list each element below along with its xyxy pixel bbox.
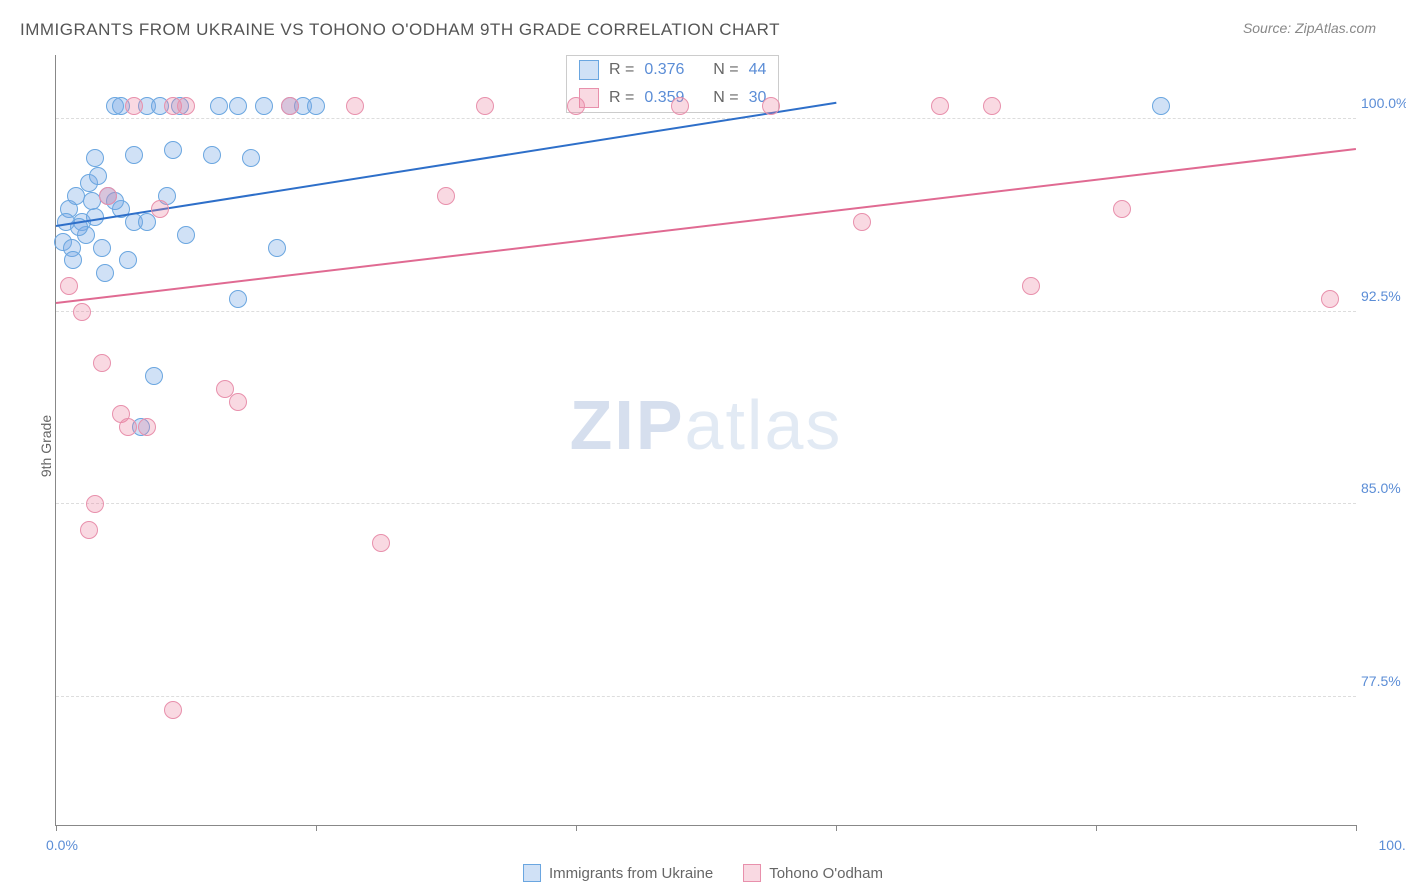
- plot-area: ZIPatlas R = 0.376 N = 44R = 0.359 N = 3…: [55, 55, 1356, 826]
- watermark-light: atlas: [685, 386, 843, 464]
- scatter-point-ukraine: [242, 149, 260, 167]
- x-tick: [56, 825, 57, 831]
- watermark-bold: ZIP: [570, 386, 685, 464]
- scatter-point-ukraine: [307, 97, 325, 115]
- gridline: [56, 503, 1356, 504]
- scatter-point-tohono: [151, 200, 169, 218]
- trend-line-tohono: [56, 148, 1356, 304]
- y-tick-label: 77.5%: [1361, 673, 1406, 689]
- scatter-point-ukraine: [1152, 97, 1170, 115]
- stat-r-value: 0.376: [644, 61, 684, 79]
- scatter-point-ukraine: [229, 290, 247, 308]
- legend-label: Tohono O'odham: [769, 865, 883, 882]
- scatter-point-ukraine: [96, 264, 114, 282]
- x-tick-label-max: 100.0%: [1379, 837, 1406, 853]
- chart-title: IMMIGRANTS FROM UKRAINE VS TOHONO O'ODHA…: [20, 20, 780, 40]
- scatter-point-ukraine: [203, 146, 221, 164]
- scatter-point-tohono: [73, 303, 91, 321]
- scatter-point-tohono: [164, 701, 182, 719]
- scatter-point-tohono: [138, 418, 156, 436]
- scatter-point-tohono: [372, 534, 390, 552]
- scatter-point-tohono: [1113, 200, 1131, 218]
- gridline: [56, 311, 1356, 312]
- scatter-point-tohono: [1022, 277, 1040, 295]
- scatter-point-ukraine: [229, 97, 247, 115]
- scatter-point-ukraine: [93, 239, 111, 257]
- scatter-point-tohono: [1321, 290, 1339, 308]
- source-prefix: Source:: [1243, 20, 1295, 36]
- scatter-point-tohono: [125, 97, 143, 115]
- scatter-point-ukraine: [89, 167, 107, 185]
- scatter-point-tohono: [177, 97, 195, 115]
- y-tick-label: 85.0%: [1361, 480, 1406, 496]
- x-tick: [1096, 825, 1097, 831]
- scatter-point-ukraine: [164, 141, 182, 159]
- scatter-point-tohono: [671, 97, 689, 115]
- stat-n-label: N =: [713, 89, 738, 107]
- stat-row-ukraine: R = 0.376 N = 44: [567, 56, 778, 84]
- scatter-point-tohono: [99, 187, 117, 205]
- scatter-point-tohono: [93, 354, 111, 372]
- scatter-point-ukraine: [255, 97, 273, 115]
- scatter-point-tohono: [119, 418, 137, 436]
- gridline: [56, 696, 1356, 697]
- scatter-point-tohono: [983, 97, 1001, 115]
- y-tick-label: 100.0%: [1361, 95, 1406, 111]
- gridline: [56, 118, 1356, 119]
- scatter-point-tohono: [437, 187, 455, 205]
- scatter-point-ukraine: [210, 97, 228, 115]
- y-axis-label: 9th Grade: [38, 415, 54, 477]
- scatter-point-tohono: [229, 393, 247, 411]
- scatter-point-tohono: [60, 277, 78, 295]
- scatter-point-ukraine: [268, 239, 286, 257]
- scatter-point-tohono: [281, 97, 299, 115]
- x-tick-label-min: 0.0%: [46, 837, 78, 853]
- scatter-point-ukraine: [64, 251, 82, 269]
- x-tick: [316, 825, 317, 831]
- scatter-point-ukraine: [145, 367, 163, 385]
- stat-swatch: [579, 60, 599, 80]
- x-tick: [1356, 825, 1357, 831]
- scatter-point-tohono: [86, 495, 104, 513]
- bottom-legend: Immigrants from Ukraine Tohono O'odham: [523, 864, 883, 882]
- watermark: ZIPatlas: [570, 385, 843, 465]
- stat-r-label: R =: [609, 89, 634, 107]
- scatter-point-tohono: [762, 97, 780, 115]
- scatter-point-tohono: [853, 213, 871, 231]
- source-label: Source: ZipAtlas.com: [1243, 20, 1376, 36]
- scatter-point-tohono: [346, 97, 364, 115]
- legend-label: Immigrants from Ukraine: [549, 865, 713, 882]
- scatter-point-tohono: [931, 97, 949, 115]
- scatter-point-tohono: [476, 97, 494, 115]
- legend-swatch: [523, 864, 541, 882]
- legend-item-ukraine: Immigrants from Ukraine: [523, 864, 713, 882]
- scatter-point-ukraine: [177, 226, 195, 244]
- scatter-point-ukraine: [119, 251, 137, 269]
- legend-swatch: [743, 864, 761, 882]
- scatter-point-tohono: [80, 521, 98, 539]
- legend-item-tohono: Tohono O'odham: [743, 864, 883, 882]
- x-tick: [576, 825, 577, 831]
- stat-r-label: R =: [609, 61, 634, 79]
- source-name: ZipAtlas.com: [1295, 20, 1376, 36]
- scatter-point-ukraine: [86, 149, 104, 167]
- stat-n-value: 44: [749, 61, 767, 79]
- stat-n-label: N =: [713, 61, 738, 79]
- y-tick-label: 92.5%: [1361, 288, 1406, 304]
- scatter-point-ukraine: [125, 146, 143, 164]
- scatter-point-tohono: [567, 97, 585, 115]
- x-tick: [836, 825, 837, 831]
- trend-line-ukraine: [56, 102, 836, 227]
